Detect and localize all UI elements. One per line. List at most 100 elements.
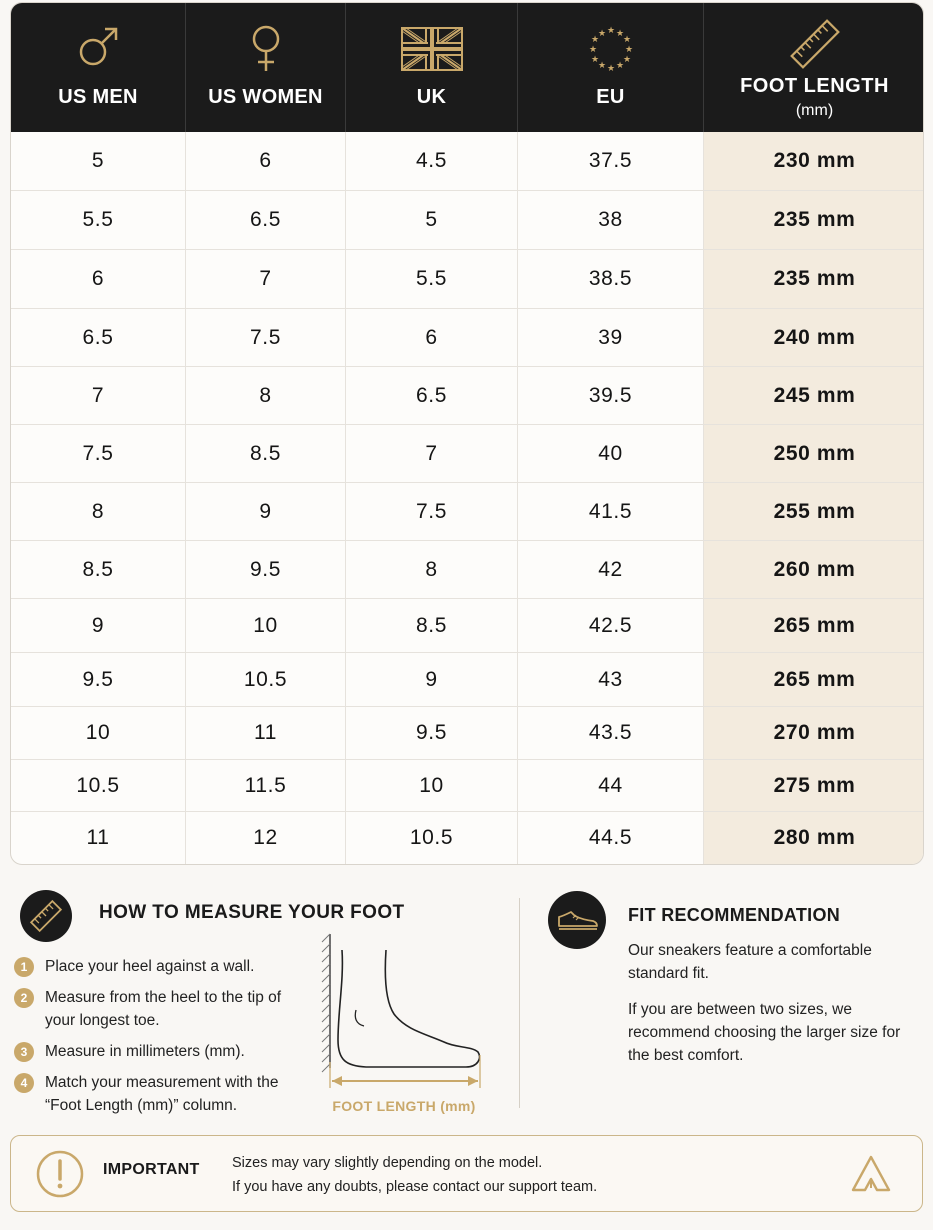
header-label: UK [416, 86, 447, 108]
header-foot-length: FOOT LENGTH (mm) [704, 3, 923, 132]
brand-logo-icon [851, 1155, 891, 1192]
ruler-icon [789, 19, 840, 69]
table-cell: 6 [186, 132, 346, 190]
table-cell: 44.5 [518, 812, 704, 864]
table-cell: 270 mm [704, 707, 923, 759]
step-number: 1 [14, 957, 34, 977]
header-label: US WOMEN [208, 86, 323, 108]
table-cell: 12 [186, 812, 346, 864]
table-cell: 42 [518, 541, 704, 598]
important-line: Sizes may vary slightly depending on the… [232, 1155, 543, 1171]
table-cell: 7 [186, 250, 346, 308]
table-cell: 8 [186, 367, 346, 424]
table-cell: 7.5 [186, 309, 346, 366]
table-cell: 9 [346, 653, 518, 706]
table-cell: 11 [186, 707, 346, 759]
table-body: 5 6 4.5 37.5 230 mm 5.5 6.5 5 38 235 mm 6 7 5.5 38.5 2… [11, 132, 923, 864]
table-row: 8 9 7.5 41.5 255 mm [11, 483, 923, 541]
table-cell: 40 [518, 425, 704, 482]
important-text: Sizes may vary slightly depending on the… [232, 1151, 597, 1199]
step-number: 3 [14, 1042, 34, 1062]
table-cell: 39 [518, 309, 704, 366]
table-row: 5.5 6.5 5 38 235 mm [11, 191, 923, 250]
header-label: US MEN [58, 86, 138, 108]
header-label: FOOT LENGTH [740, 75, 889, 97]
svg-text:★: ★ [590, 55, 598, 65]
important-label: IMPORTANT [103, 1161, 200, 1178]
table-cell: 43.5 [518, 707, 704, 759]
section-divider [519, 898, 520, 1108]
svg-text:★: ★ [597, 29, 605, 39]
table-cell: 6.5 [186, 191, 346, 249]
uk-flag-icon [400, 27, 463, 71]
step-text: Measure in millimeters (mm). [45, 1043, 245, 1060]
table-cell: 10.5 [186, 653, 346, 706]
ruler-badge-icon [20, 890, 72, 942]
svg-text:★: ★ [597, 61, 605, 71]
header-label: EU [596, 86, 625, 108]
table-row: 8.5 9.5 8 42 260 mm [11, 541, 923, 599]
table-cell: 275 mm [704, 760, 923, 811]
table-row: 5 6 4.5 37.5 230 mm [11, 132, 923, 191]
step-text: Place your heel against a wall. [45, 958, 255, 975]
table-cell: 8 [346, 541, 518, 598]
step-item: 3 Measure in millimeters (mm). [14, 1040, 304, 1063]
table-cell: 41.5 [518, 483, 704, 540]
table-cell: 10.5 [11, 760, 186, 811]
table-cell: 240 mm [704, 309, 923, 366]
table-cell: 44 [518, 760, 704, 811]
fit-title: FIT RECOMMENDATION [628, 905, 841, 925]
measure-steps: 1 Place your heel against a wall. 2 Measur… [14, 955, 304, 1125]
step-item: 2 Measure from the heel to the tip of you… [14, 986, 304, 1032]
svg-text:★: ★ [624, 45, 632, 55]
table-cell: 38.5 [518, 250, 704, 308]
table-cell: 7.5 [346, 483, 518, 540]
table-cell: 9 [186, 483, 346, 540]
table-cell: 260 mm [704, 541, 923, 598]
table-cell: 7 [346, 425, 518, 482]
table-cell: 6 [346, 309, 518, 366]
table-cell: 9.5 [11, 653, 186, 706]
foot-length-caption: FOOT LENGTH (mm) [332, 1098, 476, 1114]
table-cell: 43 [518, 653, 704, 706]
header-eu: ★ ★ ★ ★ ★ ★ ★ ★ ★ ★ ★ ★ EU [518, 3, 704, 132]
table-cell: 5 [346, 191, 518, 249]
size-chart-table: US MEN US WOMEN [10, 2, 924, 865]
table-cell: 5.5 [11, 191, 186, 249]
table-cell: 265 mm [704, 653, 923, 706]
step-item: 1 Place your heel against a wall. [14, 955, 304, 978]
table-cell: 8.5 [186, 425, 346, 482]
table-cell: 280 mm [704, 812, 923, 864]
table-cell: 6 [11, 250, 186, 308]
header-us-women: US WOMEN [186, 3, 346, 132]
svg-text:★: ★ [606, 64, 614, 74]
table-cell: 8 [11, 483, 186, 540]
table-row: 9.5 10.5 9 43 265 mm [11, 653, 923, 707]
header-us-men: US MEN [11, 3, 186, 132]
table-header: US MEN US WOMEN [11, 3, 923, 132]
step-text: Match your measurement with the “Foot Le… [45, 1074, 279, 1114]
female-symbol-icon [252, 25, 279, 71]
table-cell: 11 [11, 812, 186, 864]
table-cell: 10 [346, 760, 518, 811]
foot-measurement-diagram [321, 933, 481, 1088]
important-line: If you have any doubts, please contact o… [232, 1179, 598, 1195]
table-cell: 37.5 [518, 132, 704, 190]
table-cell: 38 [518, 191, 704, 249]
table-row: 10 11 9.5 43.5 270 mm [11, 707, 923, 760]
table-cell: 9 [11, 599, 186, 652]
table-cell: 230 mm [704, 132, 923, 190]
table-cell: 8.5 [11, 541, 186, 598]
step-text: Measure from the heel to the tip of your… [45, 989, 282, 1029]
important-notice: IMPORTANT Sizes may vary slightly depend… [10, 1135, 923, 1212]
step-item: 4 Match your measurement with the “Foot L… [14, 1071, 304, 1117]
table-cell: 250 mm [704, 425, 923, 482]
eu-flag-icon: ★ ★★ ★★★ ★★★ ★★★ [588, 26, 632, 74]
header-sublabel: (mm) [795, 102, 834, 119]
table-row: 11 12 10.5 44.5 280 mm [11, 812, 923, 864]
table-cell: 255 mm [704, 483, 923, 540]
table-cell: 8.5 [346, 599, 518, 652]
exclamation-circle-icon [36, 1150, 84, 1198]
table-cell: 7 [11, 367, 186, 424]
table-row: 10.5 11.5 10 44 275 mm [11, 760, 923, 812]
